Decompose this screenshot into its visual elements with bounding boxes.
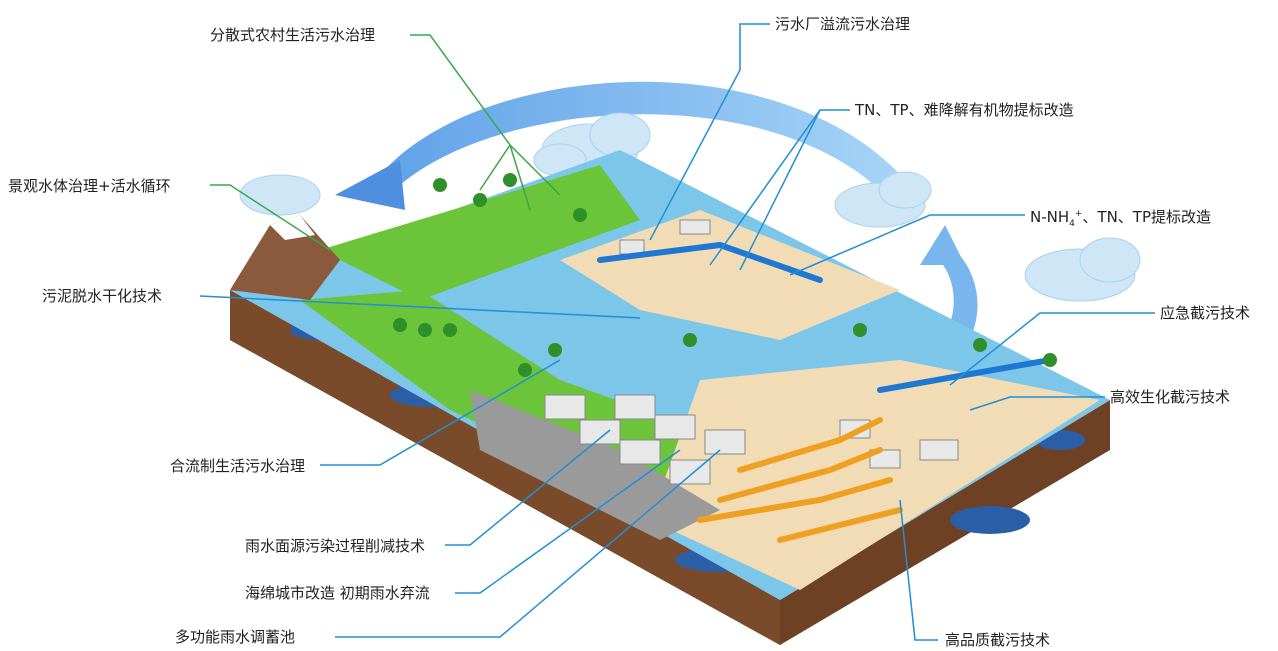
label-sludge-drying: 污泥脱水干化技术 — [42, 287, 163, 305]
nh4-prefix: N-NH — [1030, 208, 1070, 226]
label-rain-nonpoint: 雨水面源污染过程削减技术 — [245, 537, 426, 555]
label-emergency-intercept: 应急截污技术 — [1160, 304, 1251, 322]
label-quality-intercept: 高品质截污技术 — [945, 631, 1051, 649]
buildings — [544, 219, 959, 485]
trees — [393, 173, 1057, 377]
pipes — [597, 241, 1053, 543]
label-rain-storage: 多功能雨水调蓄池 — [175, 628, 296, 646]
label-landscape-water: 景观水体治理+活水循环 — [8, 177, 171, 195]
label-bio-intercept: 高效生化截污技术 — [1110, 388, 1231, 406]
label-nh4-upgrade: N-NH4+、TN、TP提标改造 — [1030, 205, 1211, 233]
label-tn-tp-upgrade: TN、TP、难降解有机物提标改造 — [855, 101, 1074, 119]
circulation-arrow — [335, 81, 978, 360]
nh4-subscript: 4 — [1069, 219, 1075, 229]
label-combined-sewage: 合流制生活污水治理 — [170, 457, 306, 475]
nh4-superscript: + — [1074, 209, 1083, 219]
label-rural-sewage: 分散式农村生活污水治理 — [210, 26, 376, 44]
leader-lines — [199, 23, 1155, 641]
nh4-suffix: 、TN、TP提标改造 — [1082, 208, 1212, 226]
label-plant-overflow: 污水厂溢流污水治理 — [775, 15, 911, 33]
label-sponge-city: 海绵城市改造 初期雨水弃流 — [245, 584, 430, 602]
